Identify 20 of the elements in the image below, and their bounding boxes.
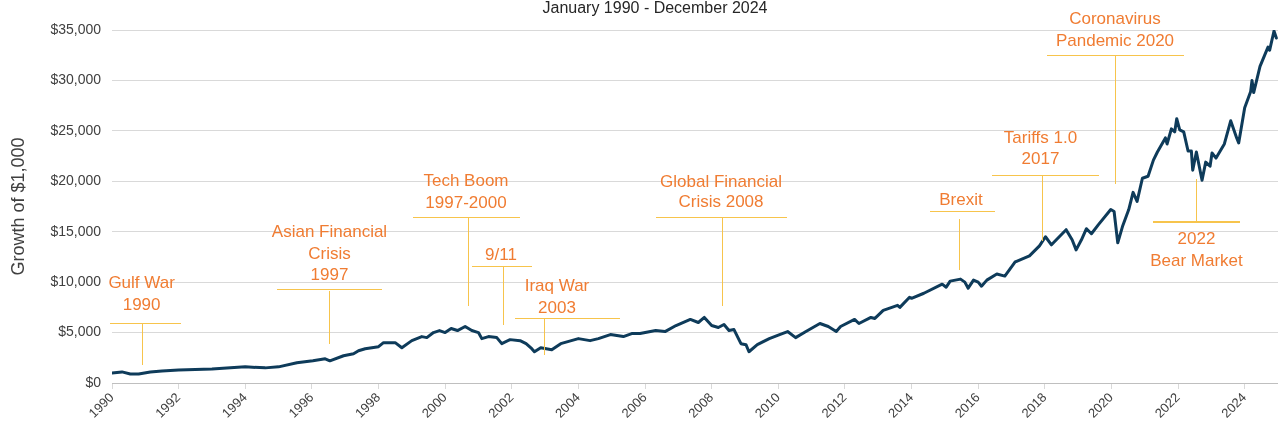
annotation: 9/11	[485, 245, 517, 265]
annotation: Global Financial Crisis 2008	[660, 171, 782, 211]
annotation: Gulf War 1990	[108, 272, 176, 315]
annotation: Coronavirus Pandemic 2020	[1055, 8, 1175, 50]
annotation: Brexit	[939, 189, 983, 209]
y-axis-title: Growth of $1,000	[7, 137, 28, 276]
annotation: 2022 Bear Market	[1150, 228, 1244, 270]
y-tick-label: $35,000	[50, 20, 102, 37]
y-tick-label: $15,000	[50, 222, 102, 239]
annotation: Asian Financial Crisis 1997	[271, 221, 388, 284]
y-tick-label: $20,000	[50, 172, 102, 189]
annotation: Tech Boom 1997-2000	[423, 171, 509, 212]
chart-subtitle: January 1990 - December 2024	[542, 0, 768, 17]
annotation: Iraq War 2003	[524, 276, 590, 318]
annotation: Tariffs 1.0 2017	[1003, 127, 1078, 169]
y-tick-label: $5,000	[58, 323, 102, 340]
y-tick-label: $10,000	[50, 273, 102, 289]
y-tick-label: $30,000	[50, 71, 102, 88]
y-tick-label: $0	[85, 373, 102, 390]
y-tick-label: $25,000	[50, 121, 102, 138]
